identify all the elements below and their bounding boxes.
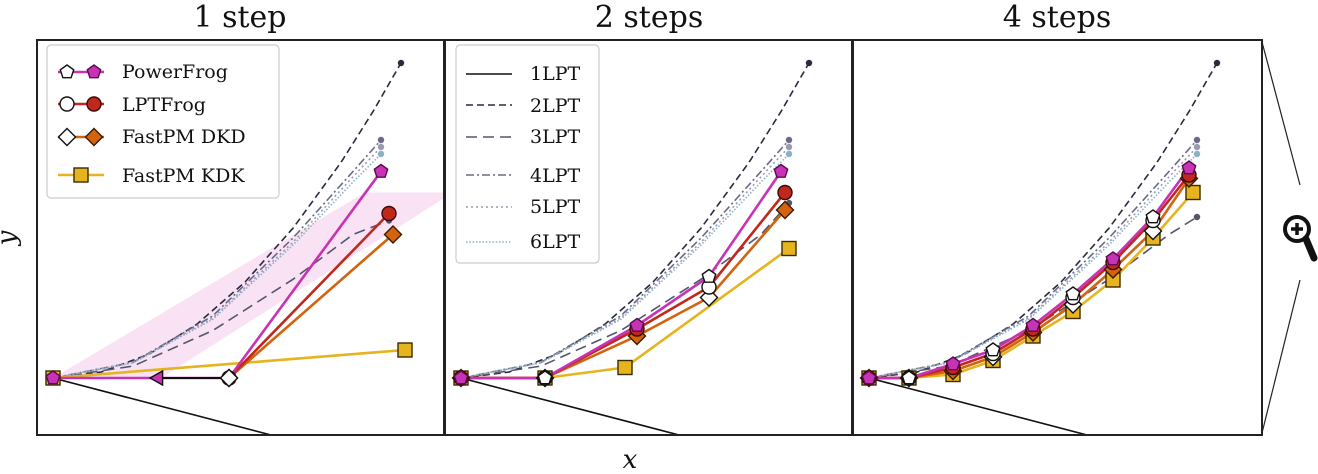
curve-2lpt [460, 62, 810, 379]
panel-title-2: 2 steps [595, 0, 703, 35]
curve-1lpt [868, 377, 1091, 435]
legend-label-powerfrog: PowerFrog [122, 61, 228, 83]
zoom-in-magnifier-icon[interactable] [1283, 215, 1318, 262]
marker-powerfrog-0 [45, 370, 61, 385]
curve-3lpt [868, 216, 1198, 379]
endpoint-5lpt [1193, 143, 1201, 151]
marker-lptfrog-1 [381, 205, 397, 222]
marker-powerfrog-3 [701, 268, 717, 283]
marker-powerfrog-3 [373, 163, 389, 178]
series-line-fastpm-dkd [869, 177, 1191, 380]
curve-4lpt [868, 139, 1198, 379]
curve-4lpt [52, 139, 382, 379]
panel-title-1: 1 step [193, 0, 286, 35]
marker-powerfrog-1 [537, 370, 553, 385]
legend-label-5lpt: 5LPT [530, 196, 580, 218]
endpoint-5lpt [377, 143, 385, 151]
legend-marker-open-lptfrog [59, 96, 75, 112]
series-line-fastpm-kdk [52, 348, 406, 380]
endpoint-3lpt [1193, 213, 1201, 221]
series-line-lptfrog [869, 174, 1191, 380]
marker-powerfrog-4 [1025, 317, 1041, 332]
curve-2lpt [868, 62, 1218, 379]
series-line-fastpm-dkd [228, 233, 394, 379]
marker-fastpm-kdk-2 [617, 359, 633, 376]
marker-powerfrog-1 [901, 370, 917, 385]
series-line-powerfrog [53, 170, 383, 380]
marker-fastpm-kdk-1 [397, 342, 413, 358]
marker-powerfrog-6 [1105, 251, 1121, 266]
marker-powerfrog-2 [945, 356, 961, 371]
marker-powerfrog-4 [773, 163, 789, 178]
series-line-powerfrog [869, 167, 1191, 380]
legend-label-fastpm-dkd: FastPM DKD [122, 126, 246, 148]
marker-powerfrog-8 [1181, 160, 1197, 175]
legend-label-6lpt: 6LPT [530, 231, 580, 253]
endpoint-4lpt [785, 136, 793, 144]
marker-fastpm-dkd-1 [383, 225, 403, 244]
panel-title-3: 4 steps [1003, 0, 1111, 35]
curve-2lpt [52, 62, 402, 379]
endpoint-4lpt [377, 136, 385, 144]
legend-marker-open-powerfrog [59, 64, 75, 79]
legend-label-fastpm-kdk: FastPM KDK [122, 165, 245, 187]
endpoint-2lpt [397, 59, 405, 67]
legend-label-2lpt: 2LPT [530, 95, 580, 117]
panel-2 [444, 39, 853, 472]
endpoint-6lpt [785, 150, 793, 158]
endpoint-6lpt [1193, 150, 1201, 158]
marker-powerfrog-2 [219, 368, 239, 388]
marker-powerfrog-0 [453, 370, 469, 385]
curve-1lpt [460, 377, 683, 435]
marker-fastpm-kdk-8 [1185, 184, 1201, 201]
endpoint-1lpt [806, 466, 812, 472]
endpoint-2lpt [805, 59, 813, 67]
legend-label-1lpt: 1LPT [530, 63, 580, 85]
legend-label-4lpt: 4LPT [530, 165, 580, 187]
endpoint-1lpt [1214, 466, 1220, 472]
marker-fastpm-dkd-4 [775, 200, 795, 220]
marker-powerfrog-1 [148, 369, 164, 387]
legend-label-3lpt: 3LPT [530, 126, 580, 148]
legend-lpt: 1LPT 2LPT 3LPT 4LPT 5LPT 6LPT [455, 44, 600, 264]
curve-1lpt [52, 377, 275, 435]
endpoint-6lpt [377, 150, 385, 158]
y-axis-label: y [0, 230, 22, 246]
series-line-fastpm-kdk [869, 191, 1194, 380]
curve-3lpt [52, 219, 390, 379]
legend-marker-powerfrog [86, 64, 102, 79]
legend-marker-open-fastpm-dkd [57, 127, 77, 147]
marker-powerfrog-3 [985, 342, 1001, 357]
x-axis-label: x [623, 445, 638, 474]
marker-lptfrog-4 [777, 184, 793, 201]
marker-powerfrog-5 [1065, 286, 1081, 301]
endpoint-4lpt [1193, 136, 1201, 144]
legend-marker-fastpm-kdk [73, 167, 89, 183]
endpoint-5lpt [785, 143, 793, 151]
marker-powerfrog-7 [1145, 209, 1161, 224]
panel-1 [36, 39, 445, 472]
series-line-fastpm-kdk [461, 247, 790, 380]
marker-powerfrog-0 [861, 370, 877, 385]
panel-frame-3 [852, 39, 1263, 436]
curve-3lpt [460, 202, 790, 379]
marker-fastpm-kdk-3 [781, 240, 797, 257]
curve-6lpt [868, 153, 1198, 379]
series-line-lptfrog [228, 212, 390, 379]
marker-powerfrog-2 [629, 317, 645, 332]
legend-marker-lptfrog [86, 96, 102, 112]
legend-marker-fastpm-dkd [84, 127, 104, 147]
legend-methods: PowerFrog LPTFrog FastPM DKD FastPM KDK [46, 44, 280, 199]
panel-3 [852, 39, 1263, 472]
zoom-callout [1261, 41, 1318, 434]
curve-4lpt [460, 139, 790, 379]
legend-label-lptfrog: LPTFrog [122, 94, 206, 116]
endpoint-2lpt [1213, 59, 1221, 67]
endpoint-1lpt [398, 466, 404, 472]
